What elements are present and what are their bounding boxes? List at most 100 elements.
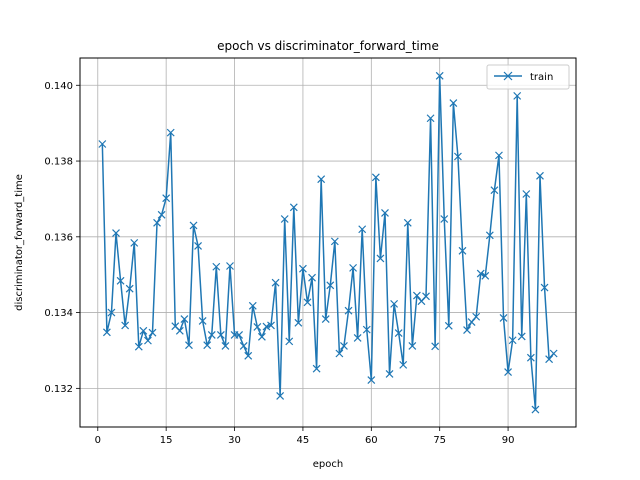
data-point	[444, 321, 453, 330]
legend-box	[486, 64, 570, 90]
y-tick-label: 0.138	[44, 157, 73, 168]
data-point	[267, 321, 275, 330]
y-axis-label: discriminator_forward_time	[14, 174, 25, 311]
data-point	[235, 331, 244, 339]
data-point	[440, 215, 449, 223]
data-point	[276, 392, 285, 400]
data-point	[285, 337, 294, 346]
data-point	[166, 128, 175, 137]
x-tick-label: 75	[433, 435, 446, 446]
data-point	[262, 322, 271, 331]
data-point	[458, 246, 467, 255]
data-point	[144, 336, 152, 345]
data-point	[536, 171, 544, 180]
data-point	[435, 71, 444, 80]
data-point	[157, 210, 166, 219]
data-point	[125, 284, 134, 293]
x-axis-ticks: 0 15 30 45 60 75 90	[95, 427, 515, 446]
data-point	[495, 151, 503, 160]
data-point	[271, 278, 280, 287]
x-tick-label: 45	[297, 435, 310, 446]
x-tick-label: 90	[502, 435, 515, 446]
data-point	[349, 263, 357, 272]
data-point	[112, 229, 120, 237]
data-point	[312, 364, 321, 373]
grid-lines	[80, 58, 576, 427]
series-layer	[98, 71, 558, 414]
data-point	[390, 299, 399, 308]
data-point	[185, 341, 193, 350]
data-point	[299, 264, 307, 273]
data-point	[408, 342, 417, 350]
data-point	[203, 341, 212, 350]
legend-marker-x-icon	[503, 71, 513, 81]
data-point	[162, 194, 171, 203]
data-point	[294, 318, 303, 327]
data-point	[371, 173, 380, 182]
data-point	[367, 376, 376, 384]
data-point	[317, 175, 326, 184]
data-point	[226, 262, 234, 270]
data-point	[526, 353, 535, 362]
data-point	[412, 291, 421, 300]
y-tick-label: 0.136	[44, 232, 73, 243]
data-point	[499, 313, 508, 322]
data-point	[148, 328, 157, 337]
legend: train	[486, 64, 570, 90]
y-tick-label: 0.132	[44, 384, 73, 395]
data-point	[107, 308, 116, 317]
data-point	[545, 355, 554, 364]
x-tick-label: 15	[160, 435, 173, 446]
plot-frame	[79, 57, 577, 428]
legend-entry-train: train	[530, 72, 553, 83]
data-point	[321, 315, 330, 323]
data-point	[308, 273, 316, 282]
data-point	[280, 215, 289, 223]
data-point	[463, 326, 471, 334]
data-point	[180, 315, 189, 323]
data-point	[358, 225, 367, 234]
data-point	[394, 329, 403, 337]
data-point	[426, 114, 435, 123]
data-point	[239, 342, 248, 350]
data-point	[385, 370, 394, 378]
data-point	[289, 203, 298, 212]
y-axis-ticks: 0.132 0.134 0.136 0.138 0.140	[44, 81, 80, 395]
data-point	[335, 349, 344, 358]
data-point	[362, 325, 371, 334]
y-tick-label: 0.134	[44, 308, 73, 319]
x-tick-label: 60	[365, 435, 378, 446]
data-point	[326, 281, 335, 290]
data-point	[175, 326, 184, 335]
data-point	[130, 238, 139, 247]
x-tick-label: 0	[95, 435, 101, 446]
data-point	[198, 316, 207, 325]
data-point	[449, 99, 458, 108]
data-point	[531, 405, 540, 414]
data-point	[454, 152, 462, 161]
data-point	[508, 336, 517, 345]
data-point	[376, 254, 385, 263]
x-tick-label: 30	[228, 435, 241, 446]
data-point	[422, 292, 430, 301]
data-point	[98, 140, 107, 148]
data-point	[476, 269, 485, 278]
data-point	[139, 326, 148, 335]
data-point	[253, 323, 262, 331]
data-point	[216, 331, 225, 339]
x-axis-label: epoch	[313, 459, 343, 470]
data-point	[212, 262, 221, 271]
data-point	[513, 91, 522, 100]
data-point	[485, 231, 494, 240]
y-tick-label: 0.140	[44, 81, 73, 92]
data-point	[121, 321, 130, 330]
data-point	[481, 271, 490, 280]
data-point	[522, 190, 531, 198]
data-point	[399, 360, 408, 369]
data-point	[431, 342, 440, 351]
data-point	[257, 332, 266, 341]
data-point	[540, 283, 549, 292]
data-point	[153, 218, 161, 227]
data-point	[490, 186, 499, 195]
